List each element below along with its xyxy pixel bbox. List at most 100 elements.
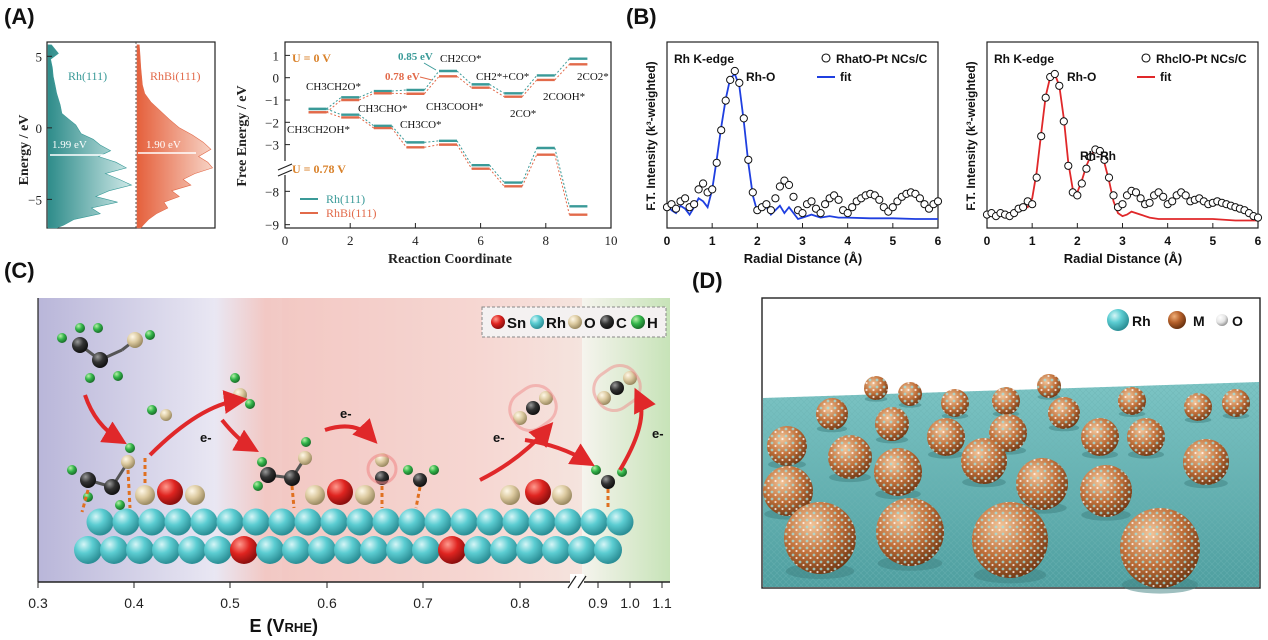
c-xtick-label-1: 0.4 (124, 595, 144, 611)
panel-label-c: (C) (4, 258, 35, 283)
fe-link-1-u078-0 (326, 111, 342, 118)
exL-axes-xtick-label-5: 5 (889, 234, 896, 248)
fe-link-0-u0-0 (326, 96, 342, 110)
fe-ytick-label--9: −9 (265, 218, 279, 233)
fe-xtick-label-10: 10 (605, 233, 618, 248)
exL-plot-point-17 (739, 114, 748, 123)
dos-ytick-label-5: 5 (36, 49, 43, 64)
exR-plot-point-41 (1168, 197, 1177, 206)
adsorbates (57, 323, 642, 513)
exL-plot-point-50 (888, 203, 897, 212)
exR-plot-point-12 (1037, 132, 1046, 141)
nanoparticle-surface-22 (763, 466, 813, 516)
slab-top-atom-8 (294, 508, 322, 536)
nanoparticle-surface-1 (898, 382, 922, 406)
co2b-glow (592, 363, 642, 413)
gas-h3 (245, 399, 255, 409)
exR-plot-point-18 (1064, 161, 1073, 170)
species-ch2co-2: CH2*+CO* (476, 71, 529, 83)
ads1-h1 (67, 465, 77, 475)
exR-plot-point-36 (1145, 198, 1154, 207)
nanoparticle-illustration: Rh M O (761, 297, 1261, 594)
slab-bottom-atom-6 (230, 536, 258, 564)
d4 (290, 485, 296, 509)
fe-link-0-u078-1 (358, 114, 375, 127)
slab-top-atom-6 (242, 508, 270, 536)
ads2-h2 (253, 481, 263, 491)
mechanism-schematic: 0.3 0.4 0.5 0.6 0.7 0.8 0.9 1.0 1.1 E (VRHE) Sn … (28, 298, 672, 636)
electron-label-2: e- (340, 406, 352, 421)
exafs-left-legend-data: RhatO-Pt NCs/C (836, 52, 928, 66)
nanoparticle-surface-3 (992, 387, 1020, 415)
exafs-left-peak-label: Rh-O (746, 70, 775, 84)
exafs-right-x-label: Radial Distance (Å) (1064, 251, 1182, 266)
exR-axes-xtick-label-4: 4 (1164, 234, 1171, 248)
eth-o (127, 332, 143, 348)
ch2-h2 (429, 465, 439, 475)
slab-bottom-atom-9 (308, 536, 336, 564)
exL-plot-point-40 (843, 209, 852, 218)
dos-rh-label: Rh(111) (68, 69, 107, 83)
exR-axes-xtick-label-2: 2 (1074, 234, 1081, 248)
slab-bottom-atom-14 (438, 536, 466, 564)
exL-axes-xtick-label-1: 1 (709, 234, 716, 248)
c-xtick-label-5: 0.8 (510, 595, 530, 611)
surface-atom-1 (157, 479, 183, 505)
surface-atom-6 (500, 485, 520, 505)
ads1-o (121, 455, 135, 469)
c-xtick-label-3: 0.6 (317, 595, 337, 611)
electron-label-4: e- (652, 426, 664, 441)
slab-bottom-atom-7 (256, 536, 284, 564)
exL-plot-point-32 (807, 197, 816, 206)
slab-bottom-atom-10 (334, 536, 362, 564)
ads1-h4 (125, 443, 135, 453)
nanoparticle-surface-26 (1120, 508, 1200, 588)
c-legend-sn: Sn (507, 315, 526, 332)
exR-plot-point-13 (1041, 93, 1050, 102)
surface-atom-0 (135, 485, 155, 505)
exL-plot-point-14 (726, 75, 735, 85)
exL-plot-point-8 (699, 179, 708, 188)
exL-plot-point-30 (798, 209, 807, 218)
nanoparticle-surface-10 (927, 418, 965, 456)
exR-plot-point-20 (1073, 191, 1082, 200)
fe-link-1-u078-2 (391, 127, 407, 148)
nanoparticle-surface-11 (989, 414, 1027, 452)
exL-axes-xtick-label-0: 0 (664, 234, 671, 248)
exR-plot-point-23 (1086, 152, 1096, 161)
exL-axes-xtick-label-3: 3 (799, 234, 806, 248)
d2 (126, 469, 132, 509)
gas-h1 (147, 405, 157, 415)
exR-plot-point-26 (1100, 155, 1109, 164)
exL-plot-point-25 (775, 182, 785, 191)
nanoparticle-surface-4 (1037, 374, 1061, 398)
fe-link-1-u078-3 (424, 144, 440, 148)
slab-bottom-atom-4 (178, 536, 206, 564)
slab-bottom-atom-11 (360, 536, 388, 564)
exL-plot-point-13 (721, 96, 730, 105)
slab-bottom-atom-2 (126, 536, 154, 564)
fe-link-0-u0-4 (456, 70, 472, 85)
exR-plot-point-39 (1159, 192, 1168, 201)
co2a-2 (539, 391, 553, 405)
fe-legend-rh: Rh(111) (326, 192, 365, 206)
fe-legend-rhbi: RhBi(111) (326, 206, 376, 220)
nanoparticle-surface-21 (1183, 439, 1229, 485)
exafs-left-edge: Rh K-edge (674, 52, 734, 66)
eth-h5 (113, 371, 123, 381)
fe-ytick-label-0: 0 (273, 71, 280, 86)
gas-o1 (160, 409, 172, 421)
exL-plot-point-23 (766, 206, 776, 215)
nanoparticle-surface-25 (972, 502, 1048, 578)
exR-axes-xtick-label-0: 0 (984, 234, 991, 248)
exR-plot-point-28 (1109, 191, 1118, 200)
species-ch3co: CH3CO* (400, 119, 442, 131)
exL-plot-point-2 (671, 204, 681, 213)
exafs-right-peak-2: Rh-Rh (1080, 149, 1116, 163)
fe-u0: U = 0 V (292, 51, 331, 65)
exafs-left-y-label: F.T. Intensity (k³-weighted) (644, 61, 658, 210)
exL-plot-point-16 (735, 78, 744, 88)
fe-xtick-label-8: 8 (543, 233, 550, 248)
species-ch2co: CH2CO* (440, 53, 482, 65)
slab-top-atom-2 (138, 508, 166, 536)
